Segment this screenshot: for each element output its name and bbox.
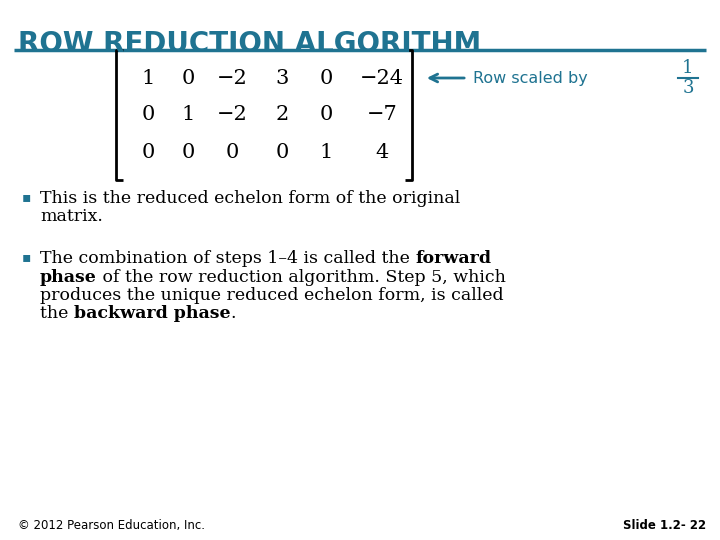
Text: 2: 2 [275, 105, 289, 125]
Text: of the row reduction algorithm. Step 5, which: of the row reduction algorithm. Step 5, … [97, 268, 505, 286]
Text: 1: 1 [683, 59, 694, 77]
Text: This is the reduced echelon form of the original: This is the reduced echelon form of the … [40, 190, 460, 207]
Text: forward: forward [415, 250, 491, 267]
Text: ROW REDUCTION ALGORITHM: ROW REDUCTION ALGORITHM [18, 30, 481, 58]
Text: 3: 3 [275, 69, 289, 87]
Text: 3: 3 [683, 79, 694, 97]
Text: −2: −2 [217, 69, 248, 87]
Text: 0: 0 [275, 143, 289, 161]
Text: 0: 0 [319, 105, 333, 125]
Text: ▪: ▪ [22, 250, 32, 264]
Text: Slide 1.2- 22: Slide 1.2- 22 [623, 519, 706, 532]
Text: 0: 0 [181, 143, 194, 161]
Text: The combination of steps 1–4 is called the: The combination of steps 1–4 is called t… [40, 250, 415, 267]
Text: .: . [230, 306, 236, 322]
Text: 0: 0 [225, 143, 239, 161]
Text: 0: 0 [319, 69, 333, 87]
Text: 1: 1 [141, 69, 155, 87]
Text: −24: −24 [360, 69, 404, 87]
Text: Row scaled by: Row scaled by [473, 71, 588, 85]
Text: 0: 0 [141, 105, 155, 125]
Text: © 2012 Pearson Education, Inc.: © 2012 Pearson Education, Inc. [18, 519, 205, 532]
Text: backward phase: backward phase [74, 306, 230, 322]
Text: the: the [40, 306, 74, 322]
Text: 1: 1 [319, 143, 333, 161]
Text: −7: −7 [366, 105, 397, 125]
Text: 4: 4 [375, 143, 389, 161]
Text: 0: 0 [181, 69, 194, 87]
Text: ▪: ▪ [22, 190, 32, 204]
Text: 1: 1 [181, 105, 194, 125]
Text: produces the unique reduced echelon form, is called: produces the unique reduced echelon form… [40, 287, 503, 304]
Text: 0: 0 [141, 143, 155, 161]
Text: matrix.: matrix. [40, 208, 103, 225]
Text: phase: phase [40, 268, 97, 286]
Text: −2: −2 [217, 105, 248, 125]
